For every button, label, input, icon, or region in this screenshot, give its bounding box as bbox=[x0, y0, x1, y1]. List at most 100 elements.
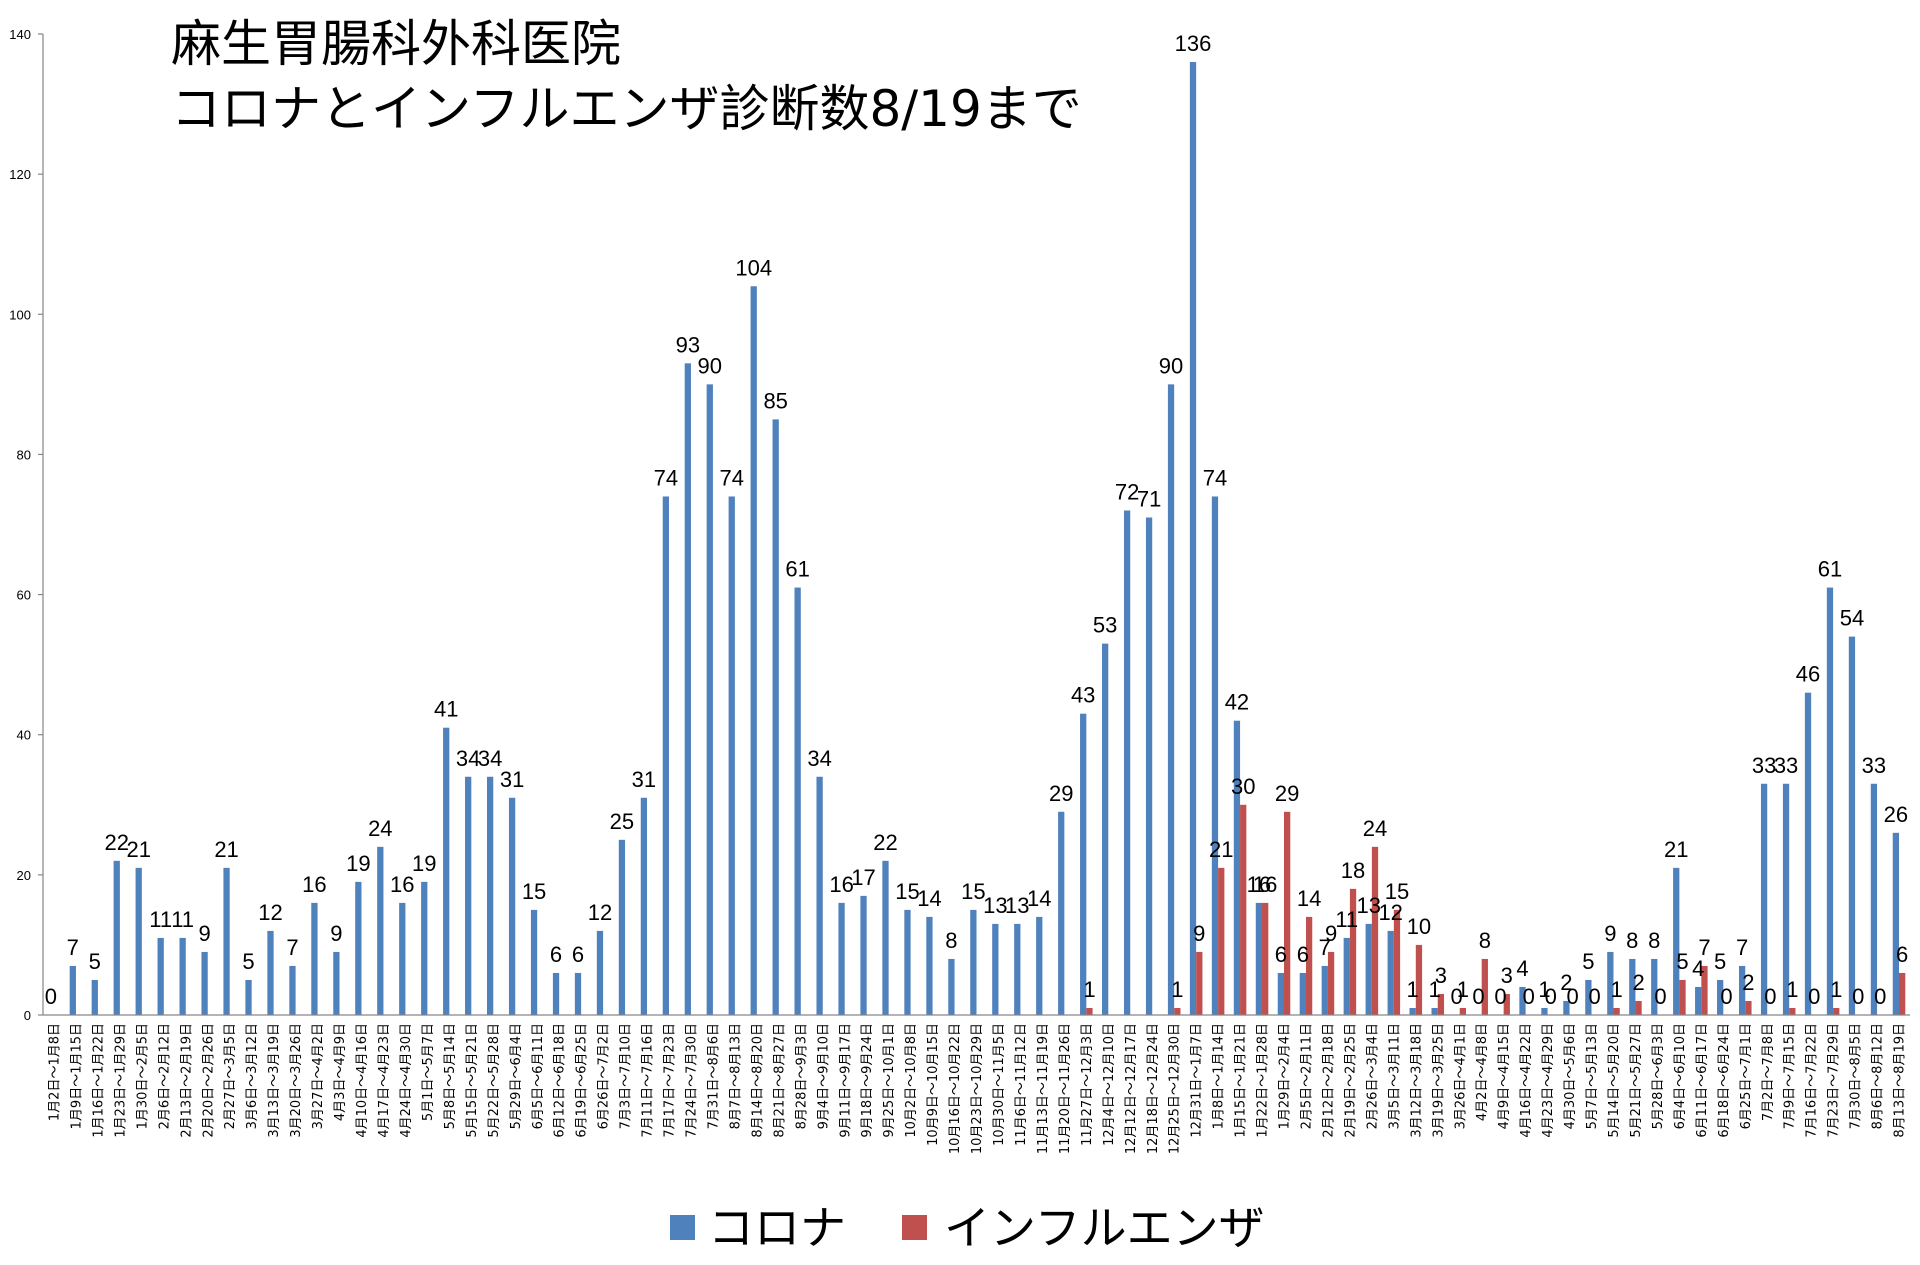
x-tick-label: 2月6日～2月12日 bbox=[157, 1023, 172, 1129]
x-tick-label: 4月2日～4月8日 bbox=[1475, 1023, 1490, 1121]
data-label-corona: 136 bbox=[1175, 31, 1212, 56]
x-tick-label: 6月12日～6月18日 bbox=[553, 1023, 568, 1138]
bar-influenza bbox=[1745, 1000, 1752, 1015]
bar-corona bbox=[1607, 951, 1614, 1015]
x-tick-label: 12月25日～12月30日 bbox=[1168, 1023, 1183, 1154]
data-label-corona: 0 bbox=[1494, 984, 1506, 1009]
data-label-corona: 74 bbox=[654, 465, 678, 490]
bar-corona bbox=[970, 909, 977, 1015]
data-label-corona: 61 bbox=[1818, 557, 1842, 582]
bar-corona bbox=[1892, 832, 1900, 1015]
bar-corona bbox=[1673, 867, 1680, 1015]
x-tick-label: 7月3日～7月10日 bbox=[619, 1023, 634, 1129]
bar-corona bbox=[992, 923, 999, 1015]
bar-corona bbox=[245, 979, 252, 1015]
data-label-corona: 19 bbox=[346, 851, 370, 876]
bar-influenza bbox=[1218, 867, 1225, 1015]
x-tick-label: 1月15日～1月21日 bbox=[1234, 1023, 1249, 1138]
bar-corona bbox=[465, 776, 472, 1015]
y-tick-label: 120 bbox=[9, 167, 31, 182]
bar-corona bbox=[421, 881, 428, 1015]
bar-corona bbox=[574, 972, 582, 1015]
x-tick-label: 5月8日～5月14日 bbox=[443, 1023, 458, 1129]
data-label-influenza: 30 bbox=[1231, 774, 1255, 799]
data-label-corona: 6 bbox=[572, 942, 584, 967]
bar-corona bbox=[948, 958, 955, 1015]
x-tick-label: 2月13日～2月19日 bbox=[179, 1023, 194, 1138]
data-label-corona: 33 bbox=[1774, 753, 1798, 778]
bar-corona bbox=[1563, 1000, 1570, 1015]
bar-corona bbox=[1058, 811, 1065, 1015]
x-tick-label: 2月20日～2月26日 bbox=[201, 1023, 216, 1138]
data-label-corona: 15 bbox=[895, 879, 919, 904]
data-label-corona: 104 bbox=[735, 255, 772, 280]
x-tick-label: 1月23日～1月29日 bbox=[113, 1023, 128, 1138]
data-label-corona: 90 bbox=[698, 353, 722, 378]
bar-corona bbox=[552, 972, 560, 1015]
x-tick-label: 3月13日～3月19日 bbox=[267, 1023, 282, 1138]
data-label-corona: 11 bbox=[149, 907, 172, 932]
bar-corona bbox=[772, 419, 779, 1016]
data-label-corona: 72 bbox=[1115, 479, 1139, 504]
x-tick-label: 12月12日～12月17日 bbox=[1124, 1023, 1139, 1154]
x-tick-label: 7月9日～7月15日 bbox=[1783, 1023, 1798, 1129]
data-label-corona: 14 bbox=[917, 886, 941, 911]
x-tick-label: 9月11日～9月17日 bbox=[838, 1023, 853, 1138]
data-label-corona: 61 bbox=[785, 557, 809, 582]
x-tick-label: 11月20日～11月26日 bbox=[1058, 1023, 1073, 1154]
bar-corona bbox=[596, 930, 604, 1015]
bar-influenza bbox=[1284, 811, 1291, 1015]
data-label-corona: 26 bbox=[1884, 802, 1908, 827]
x-tick-label: 11月27日～12月3日 bbox=[1080, 1023, 1095, 1146]
x-tick-label: 11月13日～11月19日 bbox=[1036, 1023, 1051, 1154]
bar-corona bbox=[882, 860, 889, 1015]
data-label-influenza: 9 bbox=[1193, 921, 1205, 946]
bar-corona bbox=[1409, 1007, 1416, 1015]
legend: コロナ インフルエンザ bbox=[670, 1201, 1265, 1255]
data-label-influenza: 0 bbox=[1764, 984, 1776, 1009]
data-label-influenza: 15 bbox=[1385, 879, 1409, 904]
x-tick-label: 12月31日～1月7日 bbox=[1190, 1023, 1205, 1138]
bar-corona bbox=[1870, 783, 1878, 1015]
x-tick-label: 3月26日～4月1日 bbox=[1453, 1023, 1468, 1129]
bar-influenza bbox=[1789, 1007, 1796, 1015]
bar-corona bbox=[1343, 937, 1350, 1015]
data-label-corona: 34 bbox=[807, 746, 831, 771]
data-label-influenza: 7 bbox=[1698, 935, 1710, 960]
data-label-influenza: 8 bbox=[1479, 928, 1491, 953]
x-tick-label: 8月6日～8月12日 bbox=[1871, 1023, 1886, 1129]
bar-corona bbox=[1036, 916, 1043, 1015]
x-tick-label: 7月16日～7月22日 bbox=[1805, 1023, 1820, 1138]
legend-swatch-corona bbox=[670, 1215, 695, 1240]
bar-corona bbox=[1760, 783, 1768, 1015]
bar-corona bbox=[1102, 643, 1109, 1015]
data-label-corona: 13 bbox=[1356, 893, 1380, 918]
data-label-influenza: 0 bbox=[1808, 984, 1820, 1009]
y-tick-label: 20 bbox=[17, 868, 31, 883]
data-label-corona: 16 bbox=[1247, 872, 1271, 897]
bar-influenza bbox=[1415, 944, 1423, 1015]
x-tick-label: 8月28日～9月3日 bbox=[794, 1023, 809, 1129]
x-tick-label: 1月9日～1月15日 bbox=[69, 1023, 84, 1129]
data-label-corona: 14 bbox=[1027, 886, 1051, 911]
data-label-corona: 16 bbox=[829, 872, 853, 897]
data-label-corona: 25 bbox=[610, 809, 634, 834]
data-label-corona: 15 bbox=[961, 879, 985, 904]
y-tick-label: 0 bbox=[24, 1008, 31, 1023]
data-label-corona: 93 bbox=[676, 332, 700, 357]
x-tick-label: 2月12日～2月18日 bbox=[1321, 1023, 1336, 1138]
x-tick-label: 3月19日～3月25日 bbox=[1431, 1023, 1446, 1138]
data-label-corona: 34 bbox=[478, 746, 502, 771]
x-tick-label: 8月7日～8月13日 bbox=[728, 1023, 743, 1129]
x-tick-label: 7月31日～8月6日 bbox=[706, 1023, 721, 1129]
bar-corona bbox=[1431, 1007, 1438, 1015]
data-label-corona: 12 bbox=[258, 900, 282, 925]
data-label-influenza: 1 bbox=[1457, 977, 1469, 1002]
x-tick-label: 6月4日～6月10日 bbox=[1673, 1023, 1688, 1129]
data-label-corona: 0 bbox=[1450, 984, 1462, 1009]
x-tick-label: 4月23日～4月29日 bbox=[1541, 1023, 1556, 1138]
x-tick-label: 5月15日～5月21日 bbox=[465, 1023, 480, 1138]
legend-label-influenza: インフルエンザ bbox=[944, 1201, 1265, 1255]
bar-corona bbox=[1014, 923, 1021, 1015]
x-tick-label: 10月16日～10月22日 bbox=[948, 1023, 963, 1154]
